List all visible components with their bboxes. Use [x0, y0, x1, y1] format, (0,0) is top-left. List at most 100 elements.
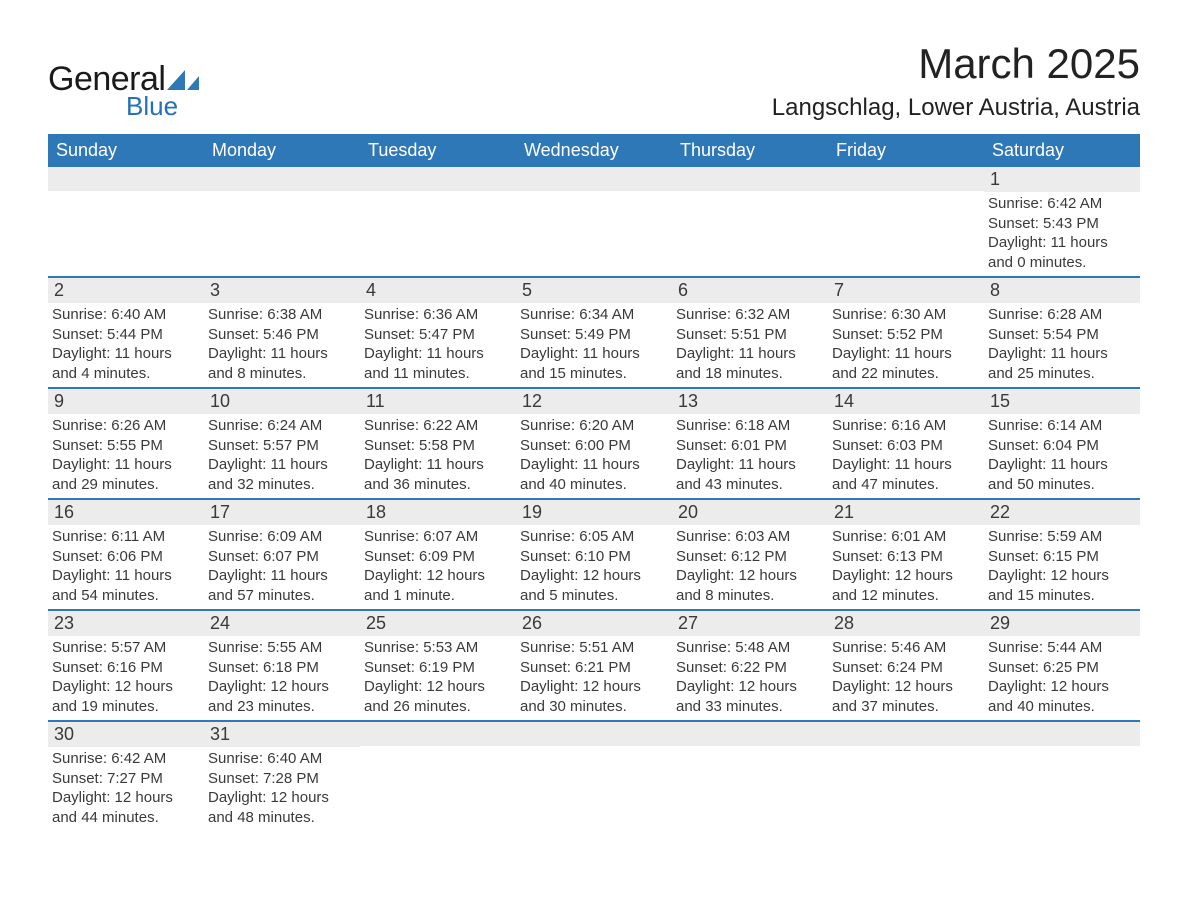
sunrise-line: Sunrise: 6:09 AM	[208, 527, 356, 547]
day-number: 11	[360, 389, 516, 414]
sunset-line: Sunset: 6:18 PM	[208, 658, 356, 678]
sunrise-line: Sunrise: 6:30 AM	[832, 305, 980, 325]
day-number	[672, 722, 828, 746]
sunset-line: Sunset: 6:10 PM	[520, 547, 668, 567]
day-cell: 21Sunrise: 6:01 AMSunset: 6:13 PMDayligh…	[828, 500, 984, 609]
day-cell: 24Sunrise: 5:55 AMSunset: 6:18 PMDayligh…	[204, 611, 360, 720]
day-number: 4	[360, 278, 516, 303]
daylight-line: Daylight: 11 hours and 4 minutes.	[52, 344, 200, 383]
day-body: Sunrise: 6:36 AMSunset: 5:47 PMDaylight:…	[360, 303, 516, 387]
day-number: 16	[48, 500, 204, 525]
daylight-line: Daylight: 11 hours and 25 minutes.	[988, 344, 1136, 383]
sunset-line: Sunset: 6:15 PM	[988, 547, 1136, 567]
day-cell: 15Sunrise: 6:14 AMSunset: 6:04 PMDayligh…	[984, 389, 1140, 498]
sunrise-line: Sunrise: 6:28 AM	[988, 305, 1136, 325]
day-number: 31	[204, 722, 360, 747]
day-cell	[672, 167, 828, 276]
daylight-line: Daylight: 12 hours and 12 minutes.	[832, 566, 980, 605]
sunrise-line: Sunrise: 6:22 AM	[364, 416, 512, 436]
sunrise-line: Sunrise: 6:05 AM	[520, 527, 668, 547]
sunset-line: Sunset: 5:47 PM	[364, 325, 512, 345]
day-number	[516, 167, 672, 191]
daylight-line: Daylight: 11 hours and 36 minutes.	[364, 455, 512, 494]
day-body: Sunrise: 5:46 AMSunset: 6:24 PMDaylight:…	[828, 636, 984, 720]
sunset-line: Sunset: 6:13 PM	[832, 547, 980, 567]
day-body	[48, 191, 204, 197]
sunset-line: Sunset: 5:49 PM	[520, 325, 668, 345]
sunrise-line: Sunrise: 6:32 AM	[676, 305, 824, 325]
daylight-line: Daylight: 12 hours and 1 minute.	[364, 566, 512, 605]
sunset-line: Sunset: 7:28 PM	[208, 769, 356, 789]
sunrise-line: Sunrise: 6:03 AM	[676, 527, 824, 547]
day-body: Sunrise: 6:42 AMSunset: 7:27 PMDaylight:…	[48, 747, 204, 831]
day-number: 27	[672, 611, 828, 636]
day-number	[204, 167, 360, 191]
day-cell: 22Sunrise: 5:59 AMSunset: 6:15 PMDayligh…	[984, 500, 1140, 609]
day-body: Sunrise: 6:22 AMSunset: 5:58 PMDaylight:…	[360, 414, 516, 498]
sunset-line: Sunset: 5:58 PM	[364, 436, 512, 456]
day-cell	[672, 722, 828, 831]
day-number	[828, 722, 984, 746]
day-body: Sunrise: 6:01 AMSunset: 6:13 PMDaylight:…	[828, 525, 984, 609]
day-body: Sunrise: 5:59 AMSunset: 6:15 PMDaylight:…	[984, 525, 1140, 609]
day-cell	[360, 722, 516, 831]
day-body	[672, 746, 828, 752]
daylight-line: Daylight: 12 hours and 15 minutes.	[988, 566, 1136, 605]
daylight-line: Daylight: 12 hours and 26 minutes.	[364, 677, 512, 716]
day-cell	[516, 167, 672, 276]
sunrise-line: Sunrise: 6:07 AM	[364, 527, 512, 547]
day-body: Sunrise: 5:57 AMSunset: 6:16 PMDaylight:…	[48, 636, 204, 720]
sunrise-line: Sunrise: 6:14 AM	[988, 416, 1136, 436]
day-cell	[984, 722, 1140, 831]
day-cell	[204, 167, 360, 276]
sunset-line: Sunset: 5:57 PM	[208, 436, 356, 456]
week-row: 2Sunrise: 6:40 AMSunset: 5:44 PMDaylight…	[48, 278, 1140, 389]
sunset-line: Sunset: 6:07 PM	[208, 547, 356, 567]
sunrise-line: Sunrise: 6:42 AM	[988, 194, 1136, 214]
day-number	[672, 167, 828, 191]
sunset-line: Sunset: 6:01 PM	[676, 436, 824, 456]
sunset-line: Sunset: 6:03 PM	[832, 436, 980, 456]
brand-logo: General Blue	[48, 60, 199, 122]
day-number	[984, 722, 1140, 746]
weekday-header: Sunday	[48, 134, 204, 167]
day-number	[360, 167, 516, 191]
day-number: 12	[516, 389, 672, 414]
day-number: 15	[984, 389, 1140, 414]
sunset-line: Sunset: 5:44 PM	[52, 325, 200, 345]
day-body: Sunrise: 6:40 AMSunset: 5:44 PMDaylight:…	[48, 303, 204, 387]
day-body: Sunrise: 6:34 AMSunset: 5:49 PMDaylight:…	[516, 303, 672, 387]
day-number: 17	[204, 500, 360, 525]
day-body	[360, 191, 516, 197]
day-number: 18	[360, 500, 516, 525]
sunset-line: Sunset: 6:21 PM	[520, 658, 668, 678]
week-row: 16Sunrise: 6:11 AMSunset: 6:06 PMDayligh…	[48, 500, 1140, 611]
daylight-line: Daylight: 11 hours and 57 minutes.	[208, 566, 356, 605]
sunset-line: Sunset: 5:51 PM	[676, 325, 824, 345]
sunrise-line: Sunrise: 5:53 AM	[364, 638, 512, 658]
day-cell: 2Sunrise: 6:40 AMSunset: 5:44 PMDaylight…	[48, 278, 204, 387]
day-number: 10	[204, 389, 360, 414]
daylight-line: Daylight: 12 hours and 19 minutes.	[52, 677, 200, 716]
day-cell: 27Sunrise: 5:48 AMSunset: 6:22 PMDayligh…	[672, 611, 828, 720]
day-body: Sunrise: 5:48 AMSunset: 6:22 PMDaylight:…	[672, 636, 828, 720]
day-cell	[828, 167, 984, 276]
weekday-header-row: SundayMondayTuesdayWednesdayThursdayFrid…	[48, 134, 1140, 167]
day-cell: 29Sunrise: 5:44 AMSunset: 6:25 PMDayligh…	[984, 611, 1140, 720]
day-cell: 30Sunrise: 6:42 AMSunset: 7:27 PMDayligh…	[48, 722, 204, 831]
sunset-line: Sunset: 6:24 PM	[832, 658, 980, 678]
daylight-line: Daylight: 11 hours and 54 minutes.	[52, 566, 200, 605]
title-block: March 2025 Langschlag, Lower Austria, Au…	[772, 40, 1140, 122]
day-cell: 23Sunrise: 5:57 AMSunset: 6:16 PMDayligh…	[48, 611, 204, 720]
day-number: 29	[984, 611, 1140, 636]
day-body: Sunrise: 5:53 AMSunset: 6:19 PMDaylight:…	[360, 636, 516, 720]
day-body: Sunrise: 6:07 AMSunset: 6:09 PMDaylight:…	[360, 525, 516, 609]
day-number: 23	[48, 611, 204, 636]
daylight-line: Daylight: 12 hours and 48 minutes.	[208, 788, 356, 827]
day-body: Sunrise: 6:16 AMSunset: 6:03 PMDaylight:…	[828, 414, 984, 498]
weekday-header: Monday	[204, 134, 360, 167]
sunrise-line: Sunrise: 5:55 AM	[208, 638, 356, 658]
day-cell: 17Sunrise: 6:09 AMSunset: 6:07 PMDayligh…	[204, 500, 360, 609]
day-cell: 12Sunrise: 6:20 AMSunset: 6:00 PMDayligh…	[516, 389, 672, 498]
day-body: Sunrise: 6:05 AMSunset: 6:10 PMDaylight:…	[516, 525, 672, 609]
